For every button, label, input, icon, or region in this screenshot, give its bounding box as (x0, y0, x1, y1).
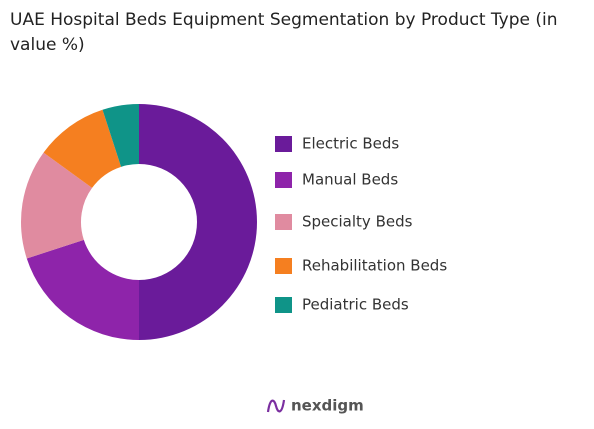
legend-swatch (275, 297, 292, 313)
legend-swatch (275, 172, 292, 188)
donut-slice (26, 239, 140, 340)
legend-swatch (275, 258, 292, 274)
legend-label: Manual Beds (302, 171, 398, 189)
brand-name: nexdigm (291, 397, 364, 415)
donut-slice (21, 152, 93, 259)
logo: nexdigm (266, 397, 364, 415)
donut-slice (43, 109, 122, 188)
logo-icon (266, 399, 286, 413)
chart-title: UAE Hospital Beds Equipment Segmentation… (10, 10, 558, 55)
legend-label: Rehabilitation Beds (302, 257, 447, 275)
legend-swatch (275, 214, 292, 230)
legend-label: Specialty Beds (302, 213, 413, 231)
donut-slice (139, 104, 257, 340)
legend-label: Pediatric Beds (302, 296, 409, 314)
donut-slice (102, 104, 139, 167)
legend-swatch (275, 136, 292, 152)
legend-label: Electric Beds (302, 135, 399, 153)
